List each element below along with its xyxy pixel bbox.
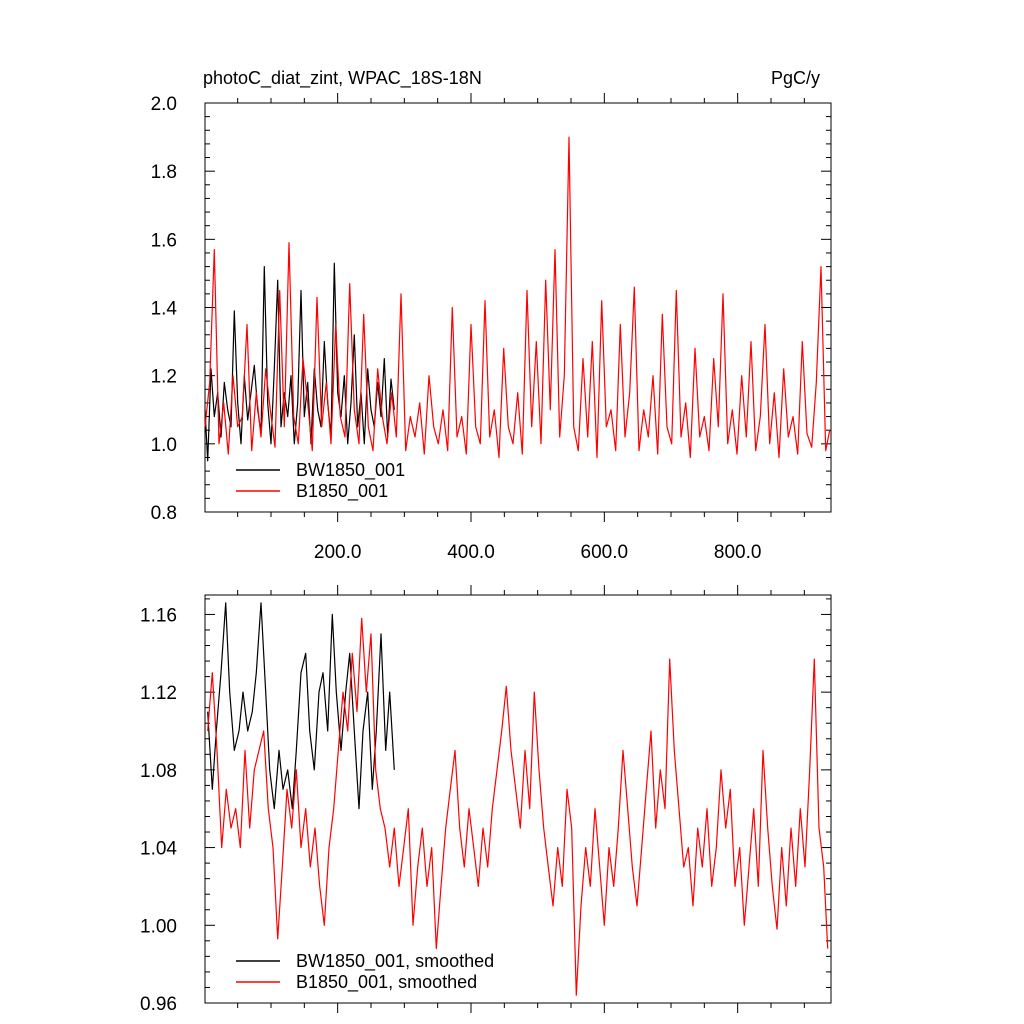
top-legend-label: B1850_001 [296, 481, 388, 502]
bottom-y-tick-label: 1.16 [140, 605, 177, 626]
top-x-tick-label: 200.0 [314, 542, 362, 563]
bottom-plot-frame [204, 594, 832, 1004]
bottom-y-tick-label: 1.04 [140, 839, 177, 860]
top-series-bw1850 [204, 262, 395, 462]
top-x-tick-label: 400.0 [447, 542, 495, 563]
units-label: PgC/y [771, 68, 820, 88]
bottom-series-bw1850 [207, 602, 395, 810]
top-x-tick-label: 800.0 [714, 542, 762, 563]
top-panel: 0.8 1.0 1.2 1.4 1.6 1.8 2.0 200.0 400.0 600.0 800.… [151, 93, 832, 563]
top-series-b1850 [204, 136, 831, 459]
top-y-tick-label: 1.8 [151, 162, 177, 183]
bottom-y-tick-label: 1.12 [140, 683, 177, 704]
top-y-tick-label: 1.2 [151, 367, 177, 388]
top-y-tick-label: 2.0 [151, 94, 177, 115]
bottom-panel: 0.96 1.00 1.04 1.08 1.12 1.16 BW1850_001, smoo… [140, 585, 832, 1015]
top-legend-label: BW1850_001 [296, 460, 405, 481]
bottom-y-tick-label: 1.00 [140, 916, 177, 937]
top-y-tick-label: 0.8 [151, 503, 177, 524]
top-y-tick-label: 1.0 [151, 435, 177, 456]
top-y-tick-label: 1.4 [151, 299, 178, 320]
bottom-series-b1850 [207, 617, 829, 996]
title-left: photoC_diat_zint, WPAC_18S-18N [203, 68, 482, 89]
bottom-legend-label: BW1850_001, smoothed [296, 951, 494, 972]
bottom-legend-label: B1850_001, smoothed [296, 972, 477, 993]
top-y-tick-label: 1.6 [151, 230, 177, 251]
top-x-tick-label: 600.0 [581, 542, 629, 563]
bottom-y-tick-label: 0.96 [140, 994, 177, 1015]
bottom-y-tick-label: 1.08 [140, 761, 177, 782]
